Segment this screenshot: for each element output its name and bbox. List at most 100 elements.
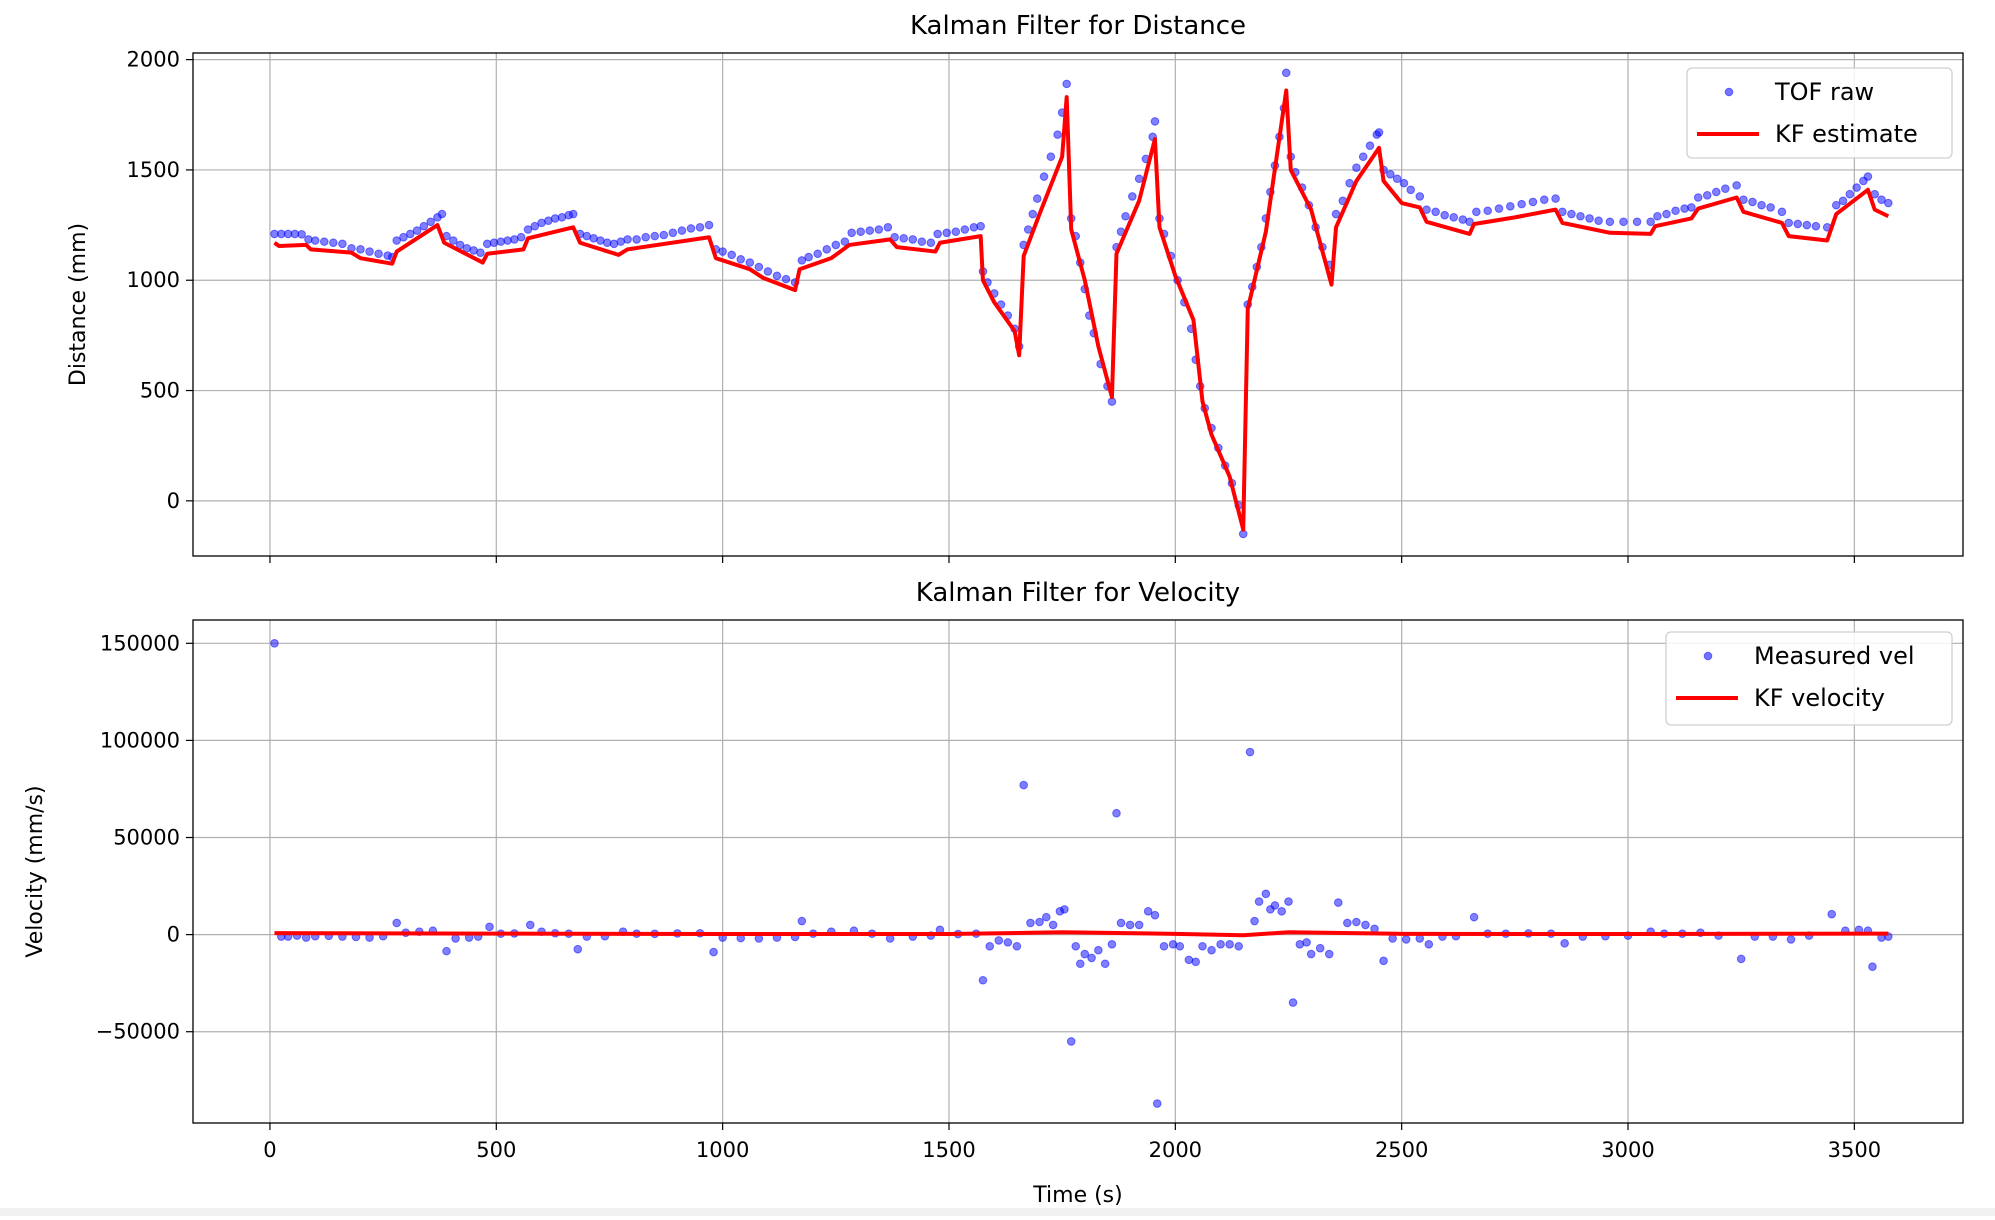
x-tick-label: 0 — [263, 1138, 276, 1162]
data-point — [530, 221, 540, 231]
y-tick-label: 1500 — [127, 158, 180, 182]
data-point — [1431, 207, 1440, 217]
data-point — [1080, 949, 1090, 959]
data-point — [883, 222, 893, 232]
data-point — [865, 226, 875, 235]
x-tick-label: 1500 — [922, 1138, 975, 1162]
data-point — [1517, 199, 1526, 209]
data-point — [419, 221, 429, 231]
data-point — [1721, 184, 1730, 193]
data-point — [1386, 170, 1395, 179]
data-point — [976, 221, 985, 231]
data-point — [985, 941, 995, 951]
axes-frame — [192, 52, 1964, 557]
data-point — [1802, 220, 1812, 230]
data-point — [356, 245, 365, 254]
data-point — [1605, 217, 1615, 227]
data-point — [1003, 938, 1013, 947]
data-point — [1852, 183, 1861, 192]
legend: TOF raw KF estimate — [1686, 67, 1953, 159]
data-point — [632, 235, 641, 244]
data-point — [1107, 940, 1117, 949]
y-tick-label: 100000 — [100, 728, 180, 752]
data-point — [668, 228, 678, 238]
data-point — [573, 944, 583, 954]
data-point — [310, 236, 320, 245]
data-point — [1019, 780, 1028, 790]
data-point — [405, 229, 415, 239]
data-point — [1087, 953, 1096, 963]
data-point — [847, 228, 856, 238]
data-point — [1125, 920, 1135, 930]
data-point — [942, 228, 952, 238]
y-tick-label: 50000 — [113, 826, 180, 850]
x-tick-label: 3000 — [1601, 1138, 1654, 1162]
data-point — [831, 240, 841, 250]
data-point — [890, 232, 899, 242]
data-point — [1711, 187, 1721, 197]
data-point — [917, 237, 927, 246]
data-point — [1270, 901, 1280, 910]
data-point — [1662, 209, 1671, 219]
data-point — [1150, 910, 1160, 920]
data-point — [736, 254, 746, 264]
data-point — [623, 235, 632, 244]
kf-line — [274, 930, 1889, 938]
data-point — [994, 936, 1004, 945]
data-point — [1261, 889, 1271, 899]
legend: Measured vel KF velocity — [1665, 631, 1953, 726]
data-point — [1877, 195, 1886, 205]
bottom-strip — [0, 1208, 1995, 1216]
data-point — [1868, 962, 1877, 971]
data-point — [926, 238, 936, 248]
data-point — [1811, 221, 1821, 231]
data-point — [1748, 197, 1757, 207]
data-point — [1112, 808, 1121, 818]
data-point — [1551, 194, 1560, 203]
data-point — [1053, 130, 1062, 139]
data-point — [1035, 917, 1044, 927]
data-point — [960, 225, 970, 234]
legend-label: TOF raw — [1774, 78, 1874, 106]
data-point — [1143, 907, 1153, 916]
data-point — [1245, 747, 1255, 757]
data-point — [1374, 128, 1384, 137]
data-point — [1863, 172, 1873, 181]
legend-label: Measured vel — [1754, 642, 1915, 670]
data-point — [270, 639, 279, 648]
data-point — [804, 252, 813, 262]
x-tick-label: 2500 — [1375, 1138, 1428, 1162]
data-point — [1324, 949, 1334, 959]
legend-marker-scatter — [1724, 87, 1734, 97]
data-point — [1827, 909, 1837, 919]
data-point — [1528, 197, 1538, 207]
legend-marker-scatter — [1703, 651, 1713, 661]
data-point — [1026, 918, 1035, 928]
data-point — [727, 250, 736, 260]
data-point — [1216, 940, 1225, 949]
data-point — [1315, 943, 1325, 953]
data-point — [1653, 211, 1662, 221]
data-point — [1732, 181, 1741, 190]
data-point — [1150, 117, 1160, 126]
y-tick-label: 150000 — [100, 631, 180, 655]
data-point — [1693, 193, 1703, 202]
data-point — [874, 225, 884, 234]
data-point — [437, 209, 447, 219]
data-point — [1048, 920, 1058, 930]
data-point — [1361, 920, 1370, 930]
data-point — [1046, 152, 1056, 161]
data-point — [297, 230, 306, 239]
data-point — [1075, 959, 1085, 969]
y-tick-label: 2000 — [127, 48, 180, 72]
data-point — [978, 975, 988, 985]
data-point — [1128, 192, 1137, 201]
data-point — [1060, 905, 1069, 914]
data-point — [1012, 941, 1022, 951]
data-point — [1831, 200, 1841, 210]
x-tick-label: 500 — [476, 1138, 516, 1162]
data-point — [1365, 141, 1375, 150]
kf-line — [273, 88, 1890, 532]
data-point — [1281, 68, 1291, 78]
data-point — [516, 232, 526, 242]
